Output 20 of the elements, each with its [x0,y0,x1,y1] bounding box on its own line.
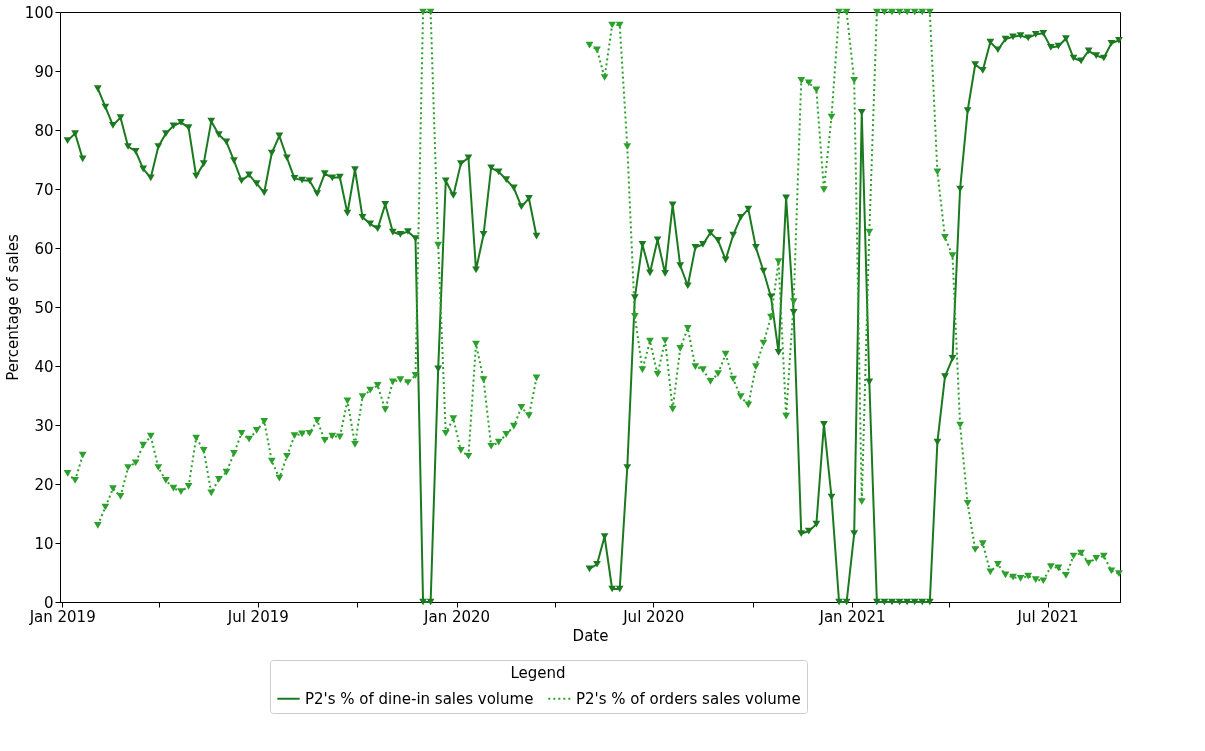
x-tick-label: Jul 2020 [622,607,685,626]
y-tick-label: 30 [34,416,54,435]
y-tick-label: 80 [34,121,54,140]
legend-label: P2's % of orders sales volume [576,689,801,708]
x-tick-label: Jan 2020 [423,607,491,626]
y-tick-label: 90 [34,62,54,81]
y-tick-label: 20 [34,475,54,494]
y-axis-title: Percentage of sales [3,234,22,381]
y-tick-label: 40 [34,357,54,376]
y-tick-label: 50 [34,298,54,317]
y-tick-label: 10 [34,534,54,553]
y-tick-label: 70 [34,180,54,199]
legend-label: P2's % of dine-in sales volume [305,689,534,708]
x-axis-title: Date [572,626,609,645]
y-tick-label: 100 [24,3,54,22]
x-tick-label: Jan 2021 [818,607,886,626]
y-tick-label: 60 [34,239,54,258]
legend-title: Legend [510,664,566,682]
x-tick-label: Jul 2019 [226,607,289,626]
x-tick-label: Jul 2021 [1016,607,1079,626]
